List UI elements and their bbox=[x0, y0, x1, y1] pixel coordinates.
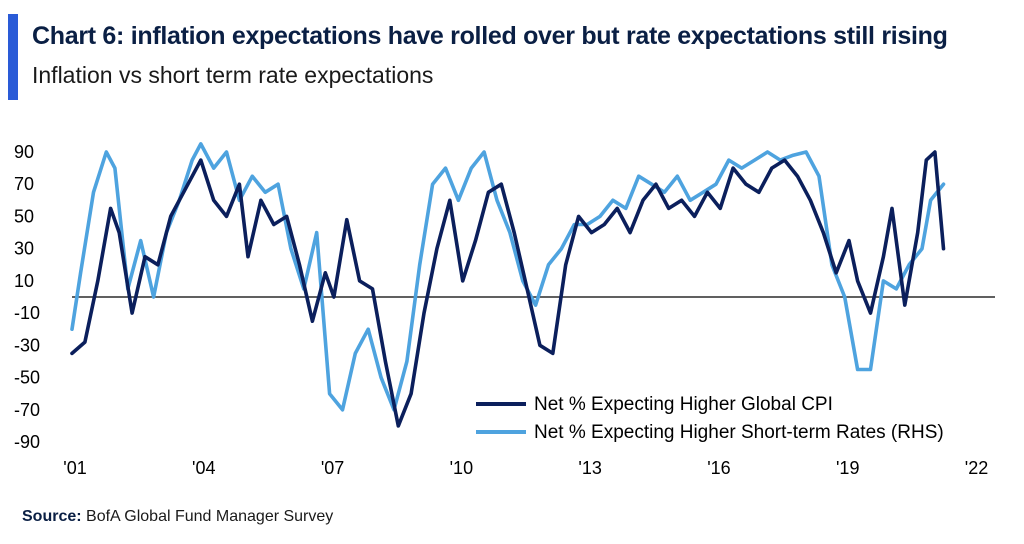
y-tick-label: 70 bbox=[14, 174, 34, 194]
y-tick-label: 10 bbox=[14, 271, 34, 291]
x-tick-label: '16 bbox=[707, 458, 730, 478]
y-tick-label: 90 bbox=[14, 142, 34, 162]
x-tick-label: '10 bbox=[450, 458, 473, 478]
x-tick-label: '13 bbox=[578, 458, 601, 478]
y-tick-label: -70 bbox=[14, 400, 40, 420]
source-note: Source: BofA Global Fund Manager Survey bbox=[22, 508, 333, 526]
source-label: Source: bbox=[22, 508, 82, 525]
series-line-rates bbox=[70, 142, 946, 412]
chart-subtitle: Inflation vs short term rate expectation… bbox=[32, 62, 434, 88]
legend-label-rates: Net % Expecting Higher Short-term Rates … bbox=[534, 422, 944, 443]
x-tick-label: '19 bbox=[836, 458, 859, 478]
y-tick-label: -90 bbox=[14, 432, 40, 452]
x-tick-label: '04 bbox=[192, 458, 215, 478]
x-axis: '01 '04 '07 '10 '13 '16 '19 '22 bbox=[63, 458, 988, 478]
series-line-cpi bbox=[70, 150, 946, 428]
series-group bbox=[70, 142, 946, 428]
x-tick-label: '22 bbox=[965, 458, 988, 478]
x-tick-label: '01 bbox=[63, 458, 86, 478]
y-tick-label: -30 bbox=[14, 335, 40, 355]
y-tick-label: 50 bbox=[14, 206, 34, 226]
y-tick-label: -10 bbox=[14, 303, 40, 323]
y-tick-label: 30 bbox=[14, 239, 34, 259]
y-tick-label: -50 bbox=[14, 368, 40, 388]
y-axis: 90 70 50 30 10 -10 -30 -50 -70 -90 bbox=[14, 142, 40, 452]
chart-title: Chart 6: inflation expectations have rol… bbox=[32, 22, 948, 50]
x-tick-label: '07 bbox=[321, 458, 344, 478]
legend-label-cpi: Net % Expecting Higher Global CPI bbox=[534, 394, 833, 415]
source-text: BofA Global Fund Manager Survey bbox=[86, 508, 334, 525]
accent-bar bbox=[8, 14, 18, 100]
legend: Net % Expecting Higher Global CPI Net % … bbox=[476, 394, 944, 443]
